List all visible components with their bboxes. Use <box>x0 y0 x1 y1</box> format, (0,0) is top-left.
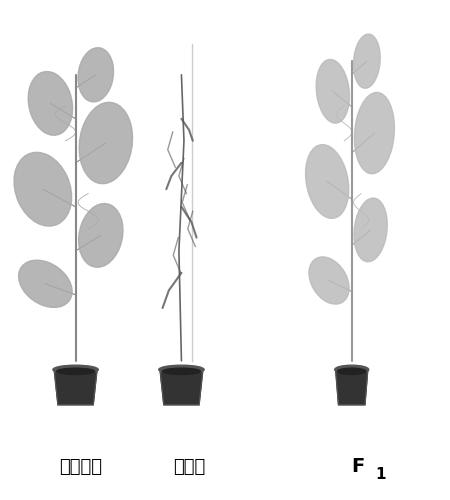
Ellipse shape <box>309 257 349 304</box>
Ellipse shape <box>14 152 72 226</box>
Ellipse shape <box>78 48 113 102</box>
Ellipse shape <box>79 102 133 184</box>
Polygon shape <box>160 370 203 405</box>
Ellipse shape <box>18 260 72 308</box>
Ellipse shape <box>159 365 204 374</box>
Ellipse shape <box>335 365 369 374</box>
Text: 花皮梢瓜: 花皮梢瓜 <box>59 458 103 476</box>
Ellipse shape <box>53 365 98 374</box>
Text: 1: 1 <box>376 468 386 482</box>
Ellipse shape <box>355 92 394 174</box>
Ellipse shape <box>162 368 200 374</box>
Ellipse shape <box>354 34 380 88</box>
Ellipse shape <box>316 60 350 123</box>
Ellipse shape <box>338 368 366 374</box>
Ellipse shape <box>79 204 123 268</box>
Ellipse shape <box>306 144 349 218</box>
Text: 雪里红: 雪里红 <box>173 458 205 476</box>
Ellipse shape <box>354 198 387 262</box>
Text: F: F <box>351 458 364 476</box>
Ellipse shape <box>28 72 72 136</box>
Polygon shape <box>54 370 97 405</box>
Polygon shape <box>336 370 368 405</box>
Ellipse shape <box>57 368 94 374</box>
